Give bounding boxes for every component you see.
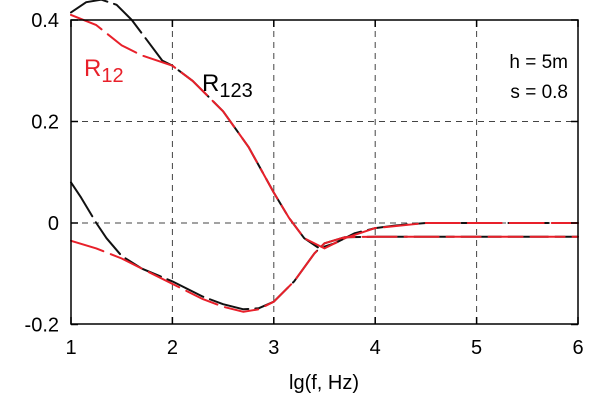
series-label-r12-sub: 12 — [101, 65, 123, 87]
x-tick-label: 5 — [471, 337, 482, 359]
series-label-r12-main: R — [84, 55, 101, 82]
series-r12-curve-2 — [70, 235, 579, 313]
tick-labels: 1 2 3 4 5 6-0.200.20.4 — [25, 10, 584, 359]
x-tick-label: 4 — [370, 337, 381, 359]
x-axis-label: lg(f, Hz) — [289, 372, 359, 394]
y-tick-label: -0.2 — [25, 315, 59, 337]
series-r12-curve-1 — [70, 13, 579, 250]
x-tick-label: 3 — [268, 337, 279, 359]
x-tick-label: 1 — [65, 337, 76, 359]
x-tick-label: 6 — [572, 337, 583, 359]
series-label-r123-sub: 123 — [219, 80, 252, 102]
annotation-s: s = 0.8 — [510, 82, 568, 103]
y-tick-label: 0.4 — [31, 10, 59, 32]
plot-frame — [70, 19, 579, 325]
series-r12 — [70, 13, 579, 313]
ticks — [70, 19, 579, 326]
x-tick-label: 2 — [167, 337, 178, 359]
series-r123-curve-2 — [70, 181, 579, 311]
series-r123 — [70, 0, 579, 311]
series-label-r12: R12 — [84, 55, 124, 87]
series-layer — [70, 0, 579, 313]
y-tick-label: 0 — [48, 213, 59, 235]
series-label-r123: R123 — [202, 70, 253, 102]
annotation-height: h = 5m — [509, 52, 568, 73]
y-tick-label: 0.2 — [31, 112, 59, 134]
grid — [71, 20, 578, 324]
series-label-r123-main: R — [202, 70, 219, 97]
series-r123-curve-1 — [70, 0, 579, 250]
